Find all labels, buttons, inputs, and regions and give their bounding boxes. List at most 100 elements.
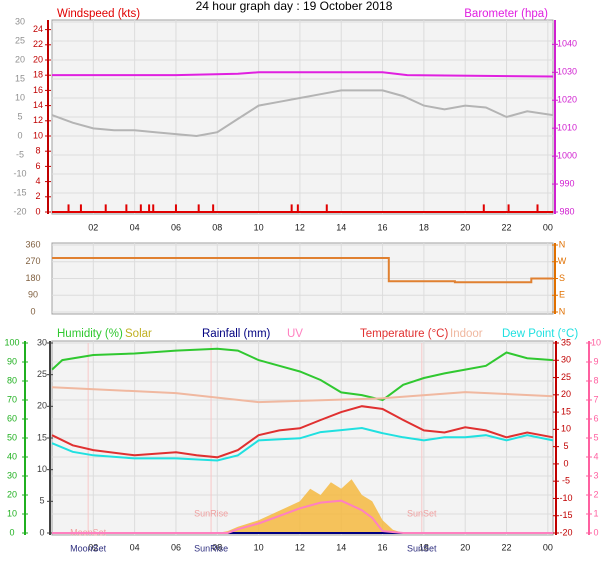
- y-tick-label: 4: [593, 451, 598, 461]
- y-tick-label: -20: [559, 527, 572, 537]
- y-tick-label: 1000: [557, 150, 577, 160]
- x-tick-label: 14: [336, 542, 346, 552]
- y-tick-label: 5: [593, 432, 598, 442]
- y-tick-label: 270: [25, 256, 40, 266]
- x-tick-label: 02: [88, 222, 98, 232]
- y-tick-label: 15: [561, 406, 571, 416]
- line: [51, 426, 554, 462]
- annotation-label: SunRise: [194, 508, 228, 518]
- y-tick-label: 18: [33, 70, 43, 80]
- y-tick-label: -15: [13, 187, 26, 197]
- y-tick-label: 40: [7, 451, 17, 461]
- x-tick-label: 12: [295, 222, 305, 232]
- y-tick-label: 7: [593, 394, 598, 404]
- y-tick-label: -5: [16, 149, 24, 159]
- y-tick-label: 180: [25, 273, 40, 283]
- bar: [148, 204, 151, 212]
- y-tick-label: 90: [7, 356, 17, 366]
- bar: [212, 204, 215, 212]
- x-tick-label: 18: [419, 542, 429, 552]
- y-tick-label: 24: [33, 24, 43, 34]
- y-tick-label: 360: [25, 239, 40, 249]
- y-tick-label: 6: [593, 413, 598, 423]
- y-tick-label: 0: [593, 527, 598, 537]
- legend-label: Temperature (°C): [360, 328, 448, 340]
- legend-label: Humidity (%): [57, 328, 123, 340]
- annotation-label: MoonSet: [70, 543, 107, 553]
- bar: [507, 204, 510, 212]
- y-tick-label: 1010: [557, 123, 577, 133]
- y-tick-label: 20: [33, 54, 43, 64]
- x-tick-label: 16: [378, 542, 388, 552]
- y-tick-label: 2: [35, 191, 40, 201]
- y-tick-label: W: [558, 256, 567, 266]
- y-tick-label: 0: [35, 206, 40, 216]
- y-tick-label: 30: [561, 355, 571, 365]
- x-tick-label: 20: [460, 542, 470, 552]
- annotation-label: SunRise: [194, 543, 228, 553]
- legend-label: Solar: [125, 328, 152, 340]
- y-tick-label: 0: [30, 306, 35, 316]
- x-tick-label: 12: [295, 542, 305, 552]
- line: [51, 386, 554, 404]
- y-tick-label: 20: [7, 489, 17, 499]
- y-tick-label: -15: [559, 510, 572, 520]
- y-tick-label: N: [559, 306, 566, 316]
- area: [52, 479, 553, 533]
- y-tick-label: 5: [39, 496, 44, 506]
- y-tick-label: 0: [9, 527, 14, 537]
- y-tick-label: 10: [561, 424, 571, 434]
- y-tick-label: 5: [563, 441, 568, 451]
- y-tick-label: 3: [593, 470, 598, 480]
- y-tick-label: 1: [593, 508, 598, 518]
- x-tick-label: 08: [212, 542, 222, 552]
- y-tick-label: 10: [37, 464, 47, 474]
- y-tick-label: 70: [7, 394, 17, 404]
- y-tick-label: 6: [35, 161, 40, 171]
- x-tick-label: 02: [88, 542, 98, 552]
- x-tick-label: 18: [419, 222, 429, 232]
- bar: [325, 204, 328, 212]
- annotation-label: SunSet: [407, 543, 437, 553]
- x-tick-label: 22: [502, 542, 512, 552]
- bar: [296, 204, 299, 212]
- y-tick-label: 10: [591, 337, 601, 347]
- x-tick-label: 06: [171, 222, 181, 232]
- bar: [67, 204, 70, 212]
- legend-label: UV: [287, 328, 303, 340]
- bar: [125, 204, 128, 212]
- x-tick-label: 22: [502, 222, 512, 232]
- x-tick-label: 04: [130, 222, 140, 232]
- y-tick-label: 60: [7, 413, 17, 423]
- y-tick-label: 80: [7, 375, 17, 385]
- bar: [197, 204, 200, 212]
- y-tick-label: 16: [33, 85, 43, 95]
- legend-label: Rainfall (mm): [202, 328, 271, 340]
- legend-label: Windspeed (kts): [57, 8, 140, 20]
- y-tick-label: 4: [35, 176, 40, 186]
- y-tick-label: 1020: [557, 95, 577, 105]
- x-tick-label: 00: [543, 542, 553, 552]
- x-tick-label: 14: [336, 222, 346, 232]
- y-tick-label: 50: [7, 432, 17, 442]
- bar: [152, 204, 155, 212]
- line: [52, 71, 554, 78]
- y-tick-label: 25: [561, 372, 571, 382]
- y-tick-label: E: [559, 290, 565, 300]
- y-tick-label: 0: [563, 458, 568, 468]
- annotation-label: SunSet: [407, 508, 437, 518]
- line: [52, 257, 553, 284]
- y-tick-label: -20: [13, 206, 26, 216]
- y-tick-label: -10: [559, 493, 572, 503]
- line: [51, 405, 554, 459]
- legend-label: Indoor: [450, 328, 483, 340]
- bar: [290, 204, 293, 212]
- y-tick-label: 14: [33, 100, 43, 110]
- y-tick-label: 90: [28, 290, 38, 300]
- y-tick-label: 35: [561, 337, 571, 347]
- y-tick-label: 990: [559, 178, 574, 188]
- y-tick-label: 8: [593, 375, 598, 385]
- bar: [536, 204, 539, 212]
